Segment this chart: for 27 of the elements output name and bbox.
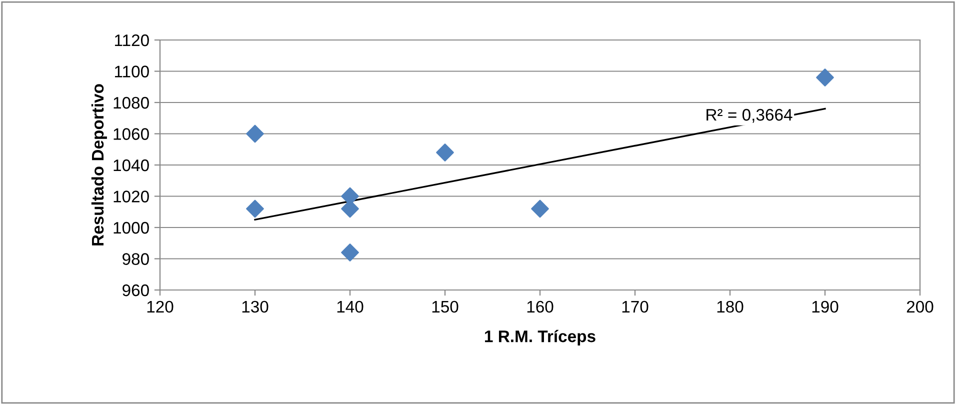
y-tick-label: 980 [122,253,149,265]
y-tick-label: 1120 [115,34,149,46]
point [341,244,359,262]
point [816,68,834,86]
y-tick-label: 1040 [114,159,149,172]
annotation: R² = 0,3664 [706,108,792,123]
y-tick-label: 1000 [114,222,149,234]
y-tick-label: 1060 [114,128,149,140]
y-tick-label: 1100 [115,66,149,78]
x-tick-label: 180 [717,300,744,313]
y-tick-label: 960 [122,284,149,296]
x-tick-label: 170 [622,300,648,313]
x-tick-label: 160 [527,300,554,313]
point [246,200,264,218]
x-tick-label: 140 [337,300,364,313]
y-tick-label: 1080 [114,96,149,109]
point [531,200,549,218]
x-tick-label: 130 [242,300,268,313]
y-tick-label: 1020 [114,190,149,202]
x-axis-title: 1 R.M. Tríceps [485,330,596,346]
x-tick-label: 120 [147,300,174,313]
point [246,124,264,143]
x-tick-label: 190 [812,300,838,313]
y-axis-title: Resultado Deportivo [91,84,107,246]
x-tick-label: 150 [432,300,458,313]
point [436,144,454,162]
x-tick-label: 200 [906,300,934,313]
